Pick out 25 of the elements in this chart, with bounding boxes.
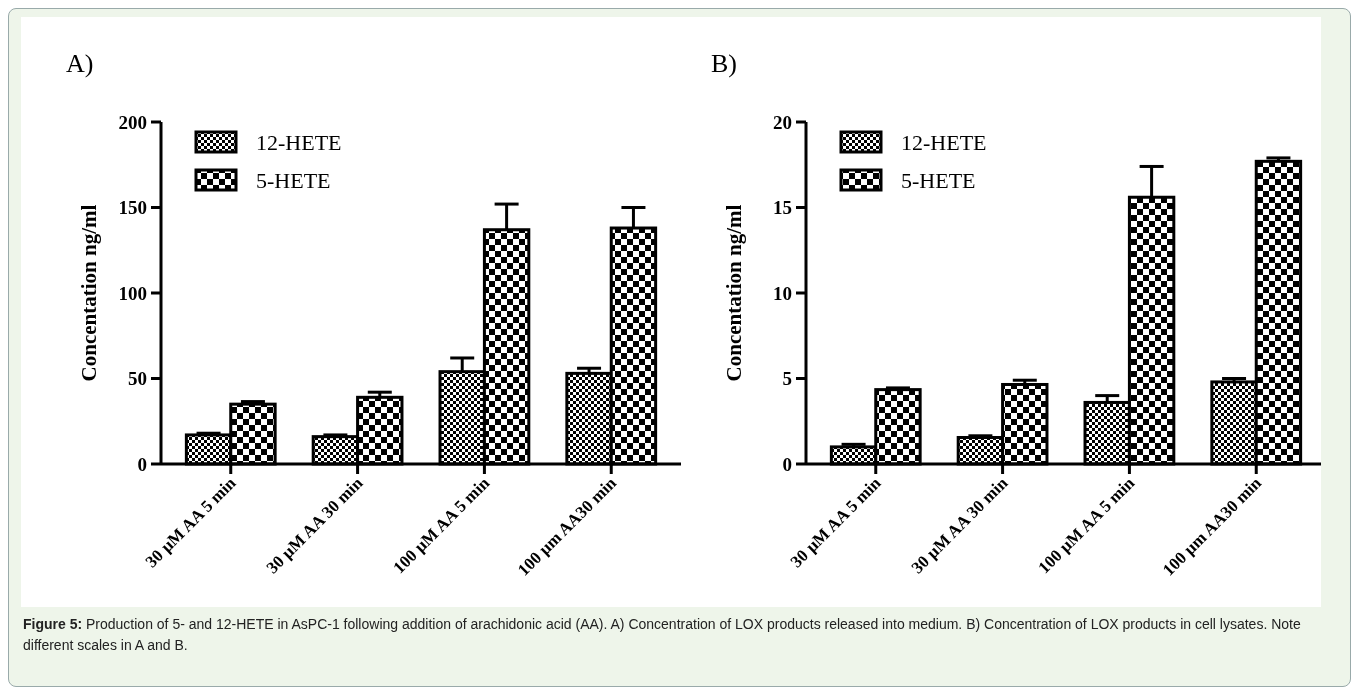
chart-title: A) xyxy=(66,49,94,78)
y-tick-label: 0 xyxy=(782,453,792,475)
y-tick-label: 150 xyxy=(118,197,147,219)
legend-label: 5-HETE xyxy=(901,167,976,193)
legend-label: 12-HETE xyxy=(256,129,342,155)
y-tick-label: 10 xyxy=(773,282,792,304)
x-tick-label: 30 µM AA 5 min xyxy=(786,473,885,572)
y-tick-label: 5 xyxy=(782,368,792,390)
y-axis-title: Concentation ng/ml xyxy=(77,204,101,382)
x-tick-label: 100 µM AA 5 min xyxy=(1034,473,1139,578)
caption: Figure 5: Production of 5- and 12-HETE in AsPC-1 following addition of arachidonic acid (AA). A) Concentration of LOX products released into medium. B) Concentration of LOX products in cell lysates. Note different scales in A and B. xyxy=(23,615,1302,655)
chart-title: B) xyxy=(711,49,737,78)
y-tick-label: 20 xyxy=(773,111,792,133)
y-tick-label: 0 xyxy=(137,453,147,475)
x-tick-label: 30 µM AA 5 min xyxy=(141,473,240,572)
y-tick-label: 50 xyxy=(128,368,147,390)
legend-label: 5-HETE xyxy=(256,167,331,193)
legend-label: 12-HETE xyxy=(901,129,987,155)
x-tick-label: 30 µM AA 30 min xyxy=(907,473,1012,578)
y-tick-label: 15 xyxy=(773,197,792,219)
y-tick-label: 100 xyxy=(118,282,147,304)
x-tick-label: 100 µM AA 5 min xyxy=(389,473,494,578)
y-tick-label: 200 xyxy=(118,111,147,133)
x-tick-label: 30 µM AA 30 min xyxy=(262,473,367,578)
y-axis-title: Concentation ng/ml xyxy=(722,204,746,382)
